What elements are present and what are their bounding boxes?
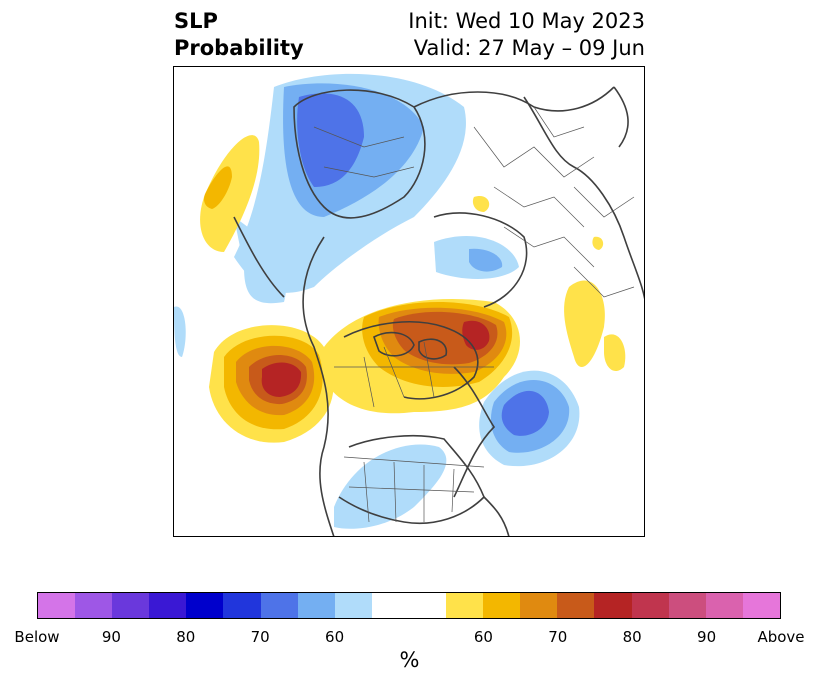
canada-positive-anomaly xyxy=(324,299,521,414)
borders xyxy=(313,106,635,523)
colorbar-segment-16 xyxy=(631,593,669,618)
colorbar-segment-13 xyxy=(520,593,558,618)
colorbar-segment-12 xyxy=(483,593,521,618)
colorbar-tick-label: Above xyxy=(757,628,805,646)
colorbar-segment-19 xyxy=(742,593,780,618)
colorbar-segment-10 xyxy=(408,593,447,618)
colorbar-segment-11 xyxy=(446,593,484,618)
map-panel xyxy=(173,66,645,537)
probability-map xyxy=(174,73,644,536)
colorbar-tick-label: 60 xyxy=(325,628,345,646)
colorbar-tick-label: Below xyxy=(14,628,60,646)
arctic-negative-anomaly xyxy=(234,73,466,304)
colorbar-tick-label: 80 xyxy=(176,628,196,646)
colorbar-segment-6 xyxy=(260,593,298,618)
colorbar-tick-label: 90 xyxy=(697,628,717,646)
colorbar-segment-14 xyxy=(557,593,595,618)
colorbar-segment-1 xyxy=(75,593,113,618)
colorbar-segment-3 xyxy=(149,593,187,618)
colorbar-tick-label: 70 xyxy=(548,628,568,646)
europe-positive-anomaly xyxy=(564,280,605,367)
map-title: SLP Probability xyxy=(174,8,304,62)
colorbar xyxy=(37,592,781,619)
colorbar-segment-5 xyxy=(223,593,261,618)
init-date: Init: Wed 10 May 2023 xyxy=(408,9,645,33)
north-pacific-positive-anomaly xyxy=(200,135,260,252)
colorbar-segment-4 xyxy=(186,593,224,618)
colorbar-tick-label: 60 xyxy=(473,628,493,646)
colorbar-segment-15 xyxy=(594,593,632,618)
atlantic-negative-anomaly xyxy=(479,370,580,467)
us-negative-anomaly xyxy=(334,444,447,529)
colorbar-tick-label: 70 xyxy=(250,628,270,646)
colorbar-segment-17 xyxy=(668,593,706,618)
title-variable: SLP xyxy=(174,9,218,33)
colorbar-segment-7 xyxy=(297,593,335,618)
pacific-positive-anomaly xyxy=(209,325,334,443)
colorbar-ticks: Below 90 80 70 60 60 70 80 90 Above xyxy=(0,628,819,648)
colorbar-segment-2 xyxy=(112,593,150,618)
colorbar-tick-label: 90 xyxy=(101,628,121,646)
coastlines xyxy=(233,86,644,536)
map-dates: Init: Wed 10 May 2023 Valid: 27 May – 09… xyxy=(408,8,645,62)
colorbar-tick-label: 80 xyxy=(622,628,642,646)
colorbar-segment-9 xyxy=(371,593,409,618)
title-type: Probability xyxy=(174,36,304,60)
colorbar-segment-8 xyxy=(334,593,372,618)
valid-range: Valid: 27 May – 09 Jun xyxy=(413,36,645,60)
colorbar-segment-0 xyxy=(38,593,76,618)
colorbar-units: % xyxy=(399,648,420,672)
colorbar-segment-18 xyxy=(705,593,743,618)
